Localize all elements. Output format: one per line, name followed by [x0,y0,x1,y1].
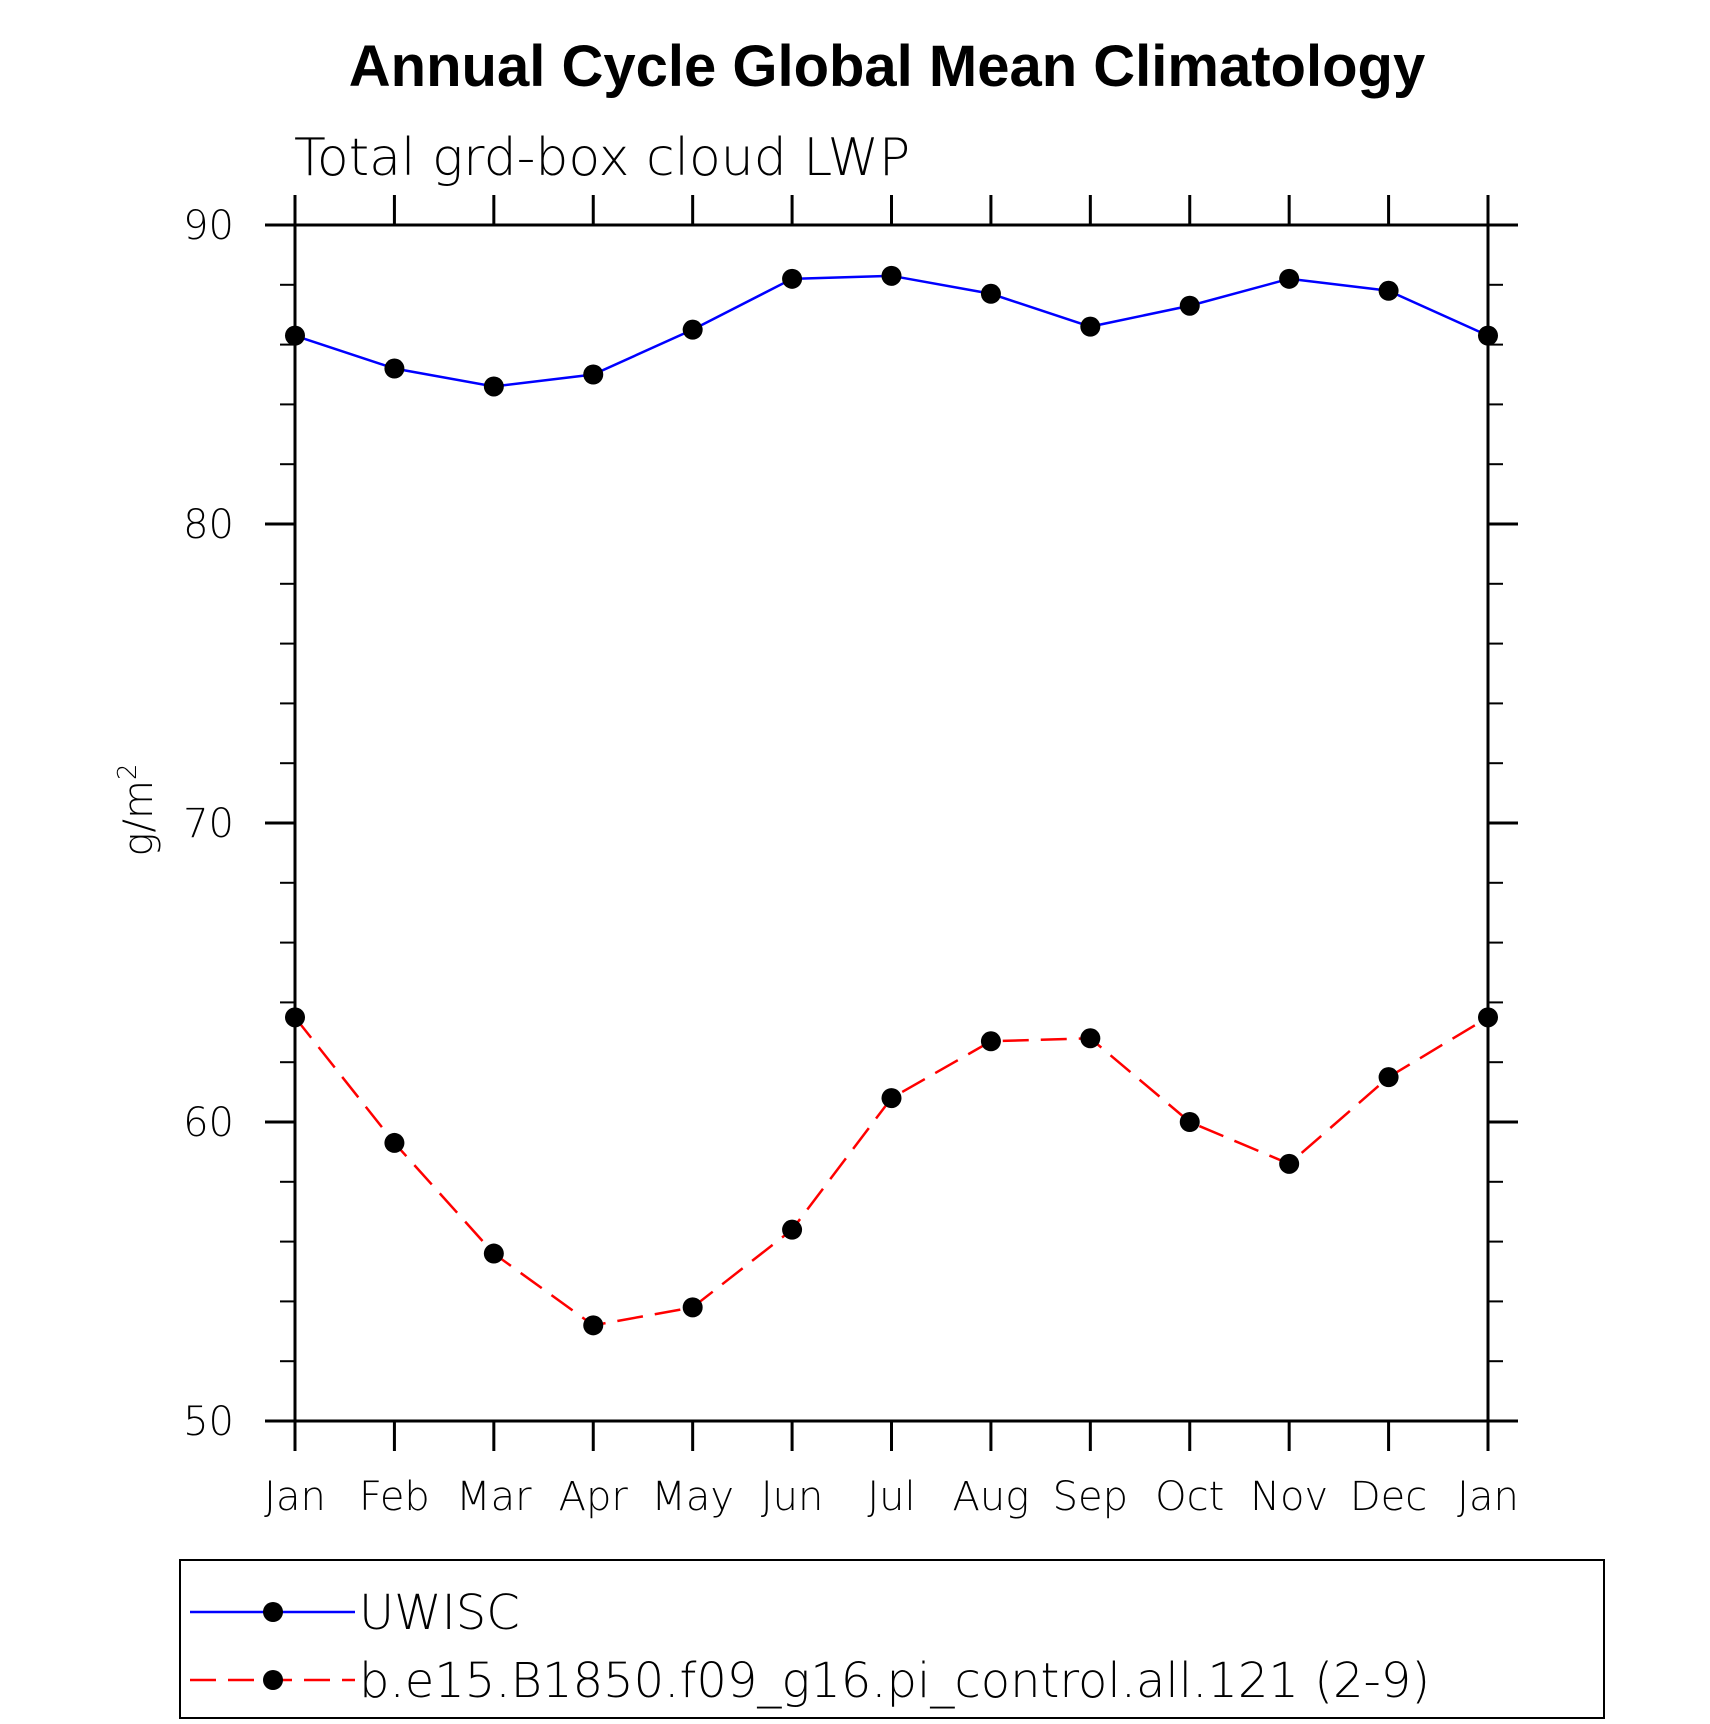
series-0-point [1279,268,1300,289]
series-0-point [384,358,405,379]
x-tick-label: Sep [1053,1474,1128,1520]
x-tick-label: Jul [867,1474,915,1520]
y-tick-label: 50 [183,1399,234,1445]
series-0-point [583,364,604,385]
x-tick-label: Dec [1350,1474,1427,1520]
legend-label-0: UWISC [359,1585,520,1641]
series-1-point [483,1243,504,1264]
series-0-point [483,376,504,397]
series-0-point [1378,280,1399,301]
series-1-point [384,1132,405,1153]
x-tick-label: Oct [1155,1474,1224,1520]
series-line-1 [294,1016,1489,1327]
series-1-point [583,1315,604,1336]
series-0-point [285,325,305,346]
x-tick-label: Jan [1457,1474,1519,1520]
series-0-point [881,265,902,286]
series-1-point [1378,1067,1399,1088]
x-tick-label: Aug [953,1474,1030,1520]
x-tick-label: Mar [456,1474,532,1520]
series-1-point [1080,1028,1101,1049]
series-1-point [1279,1153,1300,1174]
series-0-point [1179,295,1200,316]
series-0-point [782,268,803,289]
x-tick-label: Jun [761,1474,824,1520]
series-0-point [1478,325,1498,346]
series-1-point [1179,1112,1200,1132]
legend-marker-0 [263,1602,283,1622]
x-tick-label: Nov [1250,1474,1328,1520]
series-1-point [285,1007,305,1028]
series-1-point [782,1219,803,1240]
y-axis-label: g/m2 [113,764,162,857]
series-1-point [881,1088,902,1109]
y-tick-label: 80 [183,502,234,548]
plot-frame [293,223,1490,1423]
x-tick-label: Feb [359,1474,430,1520]
chart-subtitle: Total grd-box cloud LWP [294,128,910,188]
y-tick-label: 90 [183,203,234,249]
chart-title: Annual Cycle Global Mean Climatology [349,34,1425,99]
series-group [285,265,1498,1336]
series-0-point [682,319,703,340]
series-0-point [1080,316,1101,337]
y-axis-label-text: g/m [116,780,162,856]
y-axis-tick-labels: 50 60 70 80 90 [183,203,234,1445]
axis-ticks [265,195,1518,1451]
legend-label-1: b.e15.B1850.f09_g16.pi_control.all.121 (… [359,1653,1430,1709]
legend-marker-1 [263,1670,283,1690]
svg-text:g/m2: g/m2 [113,764,162,857]
x-tick-label: May [651,1474,734,1520]
x-tick-label: Apr [559,1474,629,1520]
series-0-point [980,283,1001,304]
y-tick-label: 60 [183,1100,234,1146]
x-axis-tick-labels: Jan Feb Mar Apr May Jun Jul Aug Sep Oct Nov Dec Jan [264,1474,1519,1520]
legend: UWISC b.e15.B1850.f09_g16.pi_control.all.… [190,1585,1430,1709]
y-axis-label-superscript: 2 [113,764,143,781]
y-tick-label: 70 [183,801,234,847]
series-1-point [682,1297,703,1318]
x-tick-label: Jan [264,1474,326,1520]
legend-box [179,1559,1605,1719]
series-line-0 [294,274,1489,388]
series-1-point [1478,1007,1498,1028]
series-1-point [980,1031,1001,1052]
